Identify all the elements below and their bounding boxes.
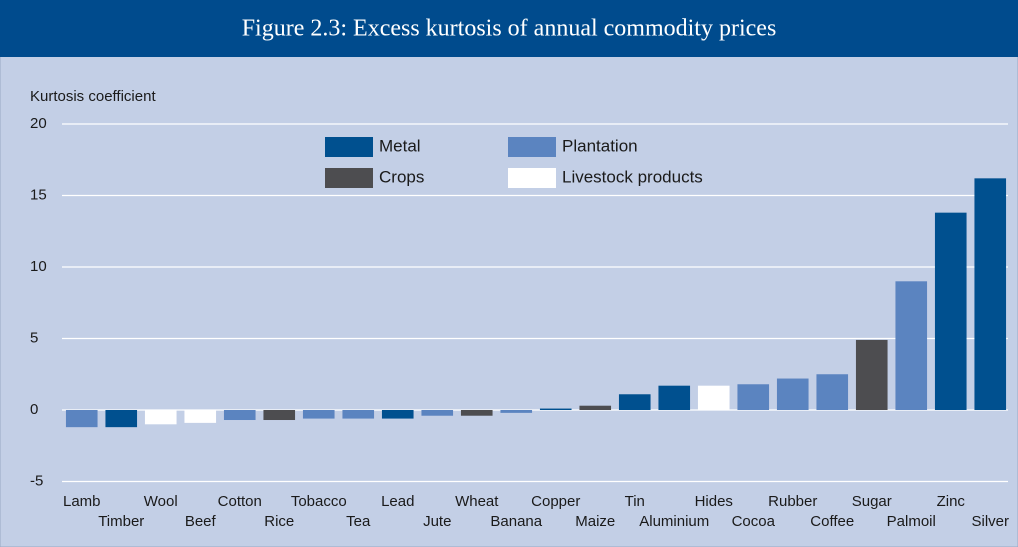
x-tick-label: Cotton <box>218 493 262 510</box>
bar <box>302 410 335 419</box>
y-tick-label: 15 <box>30 186 47 203</box>
x-tick-label: Zinc <box>937 493 966 510</box>
x-tick-label: Wool <box>144 493 178 510</box>
x-tick-label: Silver <box>971 513 1009 530</box>
bar <box>855 339 888 410</box>
legend-swatch <box>325 168 373 188</box>
chart-title: Figure 2.3: Excess kurtosis of annual co… <box>242 16 777 42</box>
x-tick-label: Beef <box>185 513 217 530</box>
bar <box>342 410 375 419</box>
bar <box>697 385 730 410</box>
bar <box>105 410 138 428</box>
x-tick-label: Cocoa <box>732 513 776 530</box>
legend-label: Livestock products <box>562 167 703 186</box>
bar <box>144 410 177 425</box>
x-tick-label: Hides <box>695 493 733 510</box>
header <box>0 0 1018 57</box>
x-tick-label: Maize <box>575 513 615 530</box>
x-tick-label: Palmoil <box>887 513 936 530</box>
y-axis-label: Kurtosis coefficient <box>30 88 156 105</box>
bar <box>658 385 691 410</box>
bar <box>737 384 770 410</box>
bar <box>184 410 217 423</box>
x-tick-label: Timber <box>98 513 144 530</box>
x-tick-label: Rice <box>264 513 294 530</box>
bar <box>421 410 454 416</box>
bar <box>381 410 414 419</box>
x-tick-label: Lamb <box>63 493 101 510</box>
x-tick-label: Copper <box>531 493 580 510</box>
y-tick-label: 0 <box>30 401 38 418</box>
x-tick-label: Tobacco <box>291 493 347 510</box>
legend-swatch <box>508 168 556 188</box>
bar <box>934 212 967 410</box>
y-tick-label: -5 <box>30 472 43 489</box>
x-tick-label: Sugar <box>852 493 892 510</box>
y-tick-label: 20 <box>30 115 47 132</box>
x-tick-label: Wheat <box>455 493 499 510</box>
legend-label: Metal <box>379 136 421 155</box>
x-tick-label: Jute <box>423 513 451 530</box>
legend-label: Plantation <box>562 136 638 155</box>
legend-swatch <box>325 137 373 157</box>
bar <box>539 408 572 410</box>
bar <box>816 374 849 410</box>
x-tick-label: Banana <box>490 513 542 530</box>
x-tick-label: Coffee <box>810 513 854 530</box>
y-tick-label: 5 <box>30 329 38 346</box>
x-tick-label: Rubber <box>768 493 817 510</box>
y-tick-label: 10 <box>30 258 47 275</box>
x-tick-label: Lead <box>381 493 414 510</box>
x-tick-label: Tea <box>346 513 371 530</box>
bar <box>895 281 928 410</box>
bar <box>65 410 98 428</box>
legend-swatch <box>508 137 556 157</box>
bar <box>974 178 1007 410</box>
bar <box>500 410 533 413</box>
bar <box>579 405 612 410</box>
bar <box>460 410 493 416</box>
x-tick-label: Aluminium <box>639 513 709 530</box>
legend-label: Crops <box>379 167 424 186</box>
bar <box>776 378 809 410</box>
bar <box>223 410 256 421</box>
x-tick-label: Tin <box>625 493 645 510</box>
bar <box>618 394 651 410</box>
bar <box>263 410 296 421</box>
